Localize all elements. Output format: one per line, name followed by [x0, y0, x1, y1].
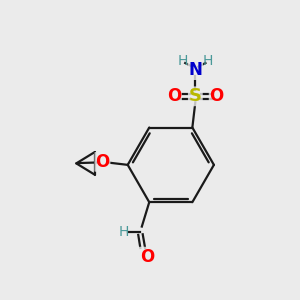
Text: S: S: [189, 87, 202, 105]
Text: N: N: [188, 61, 202, 79]
Text: O: O: [167, 87, 181, 105]
Text: H: H: [178, 54, 188, 68]
Text: H: H: [118, 225, 129, 239]
Text: O: O: [140, 248, 154, 266]
Text: O: O: [95, 153, 110, 171]
Text: O: O: [210, 87, 224, 105]
Text: H: H: [202, 54, 213, 68]
